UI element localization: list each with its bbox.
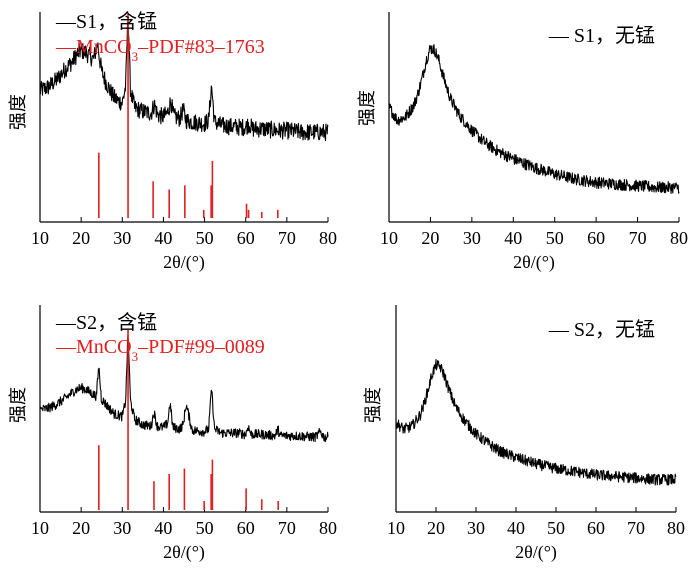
xrd-series-line [395, 358, 677, 486]
x-tick-label: 30 [463, 228, 481, 248]
x-tick-label: 10 [380, 228, 398, 248]
reference-pattern-sticks [98, 14, 279, 218]
chart-panel-bottom-right: 10 20 30 40 50 60 70 80 2θ/(°) 强度 — S2，无锰 [363, 305, 685, 563]
xrd-series-line [39, 20, 329, 142]
x-tick-label: 30 [113, 518, 131, 538]
x-axis-label: 2θ/(°) [515, 542, 557, 563]
x-tick-label: 70 [629, 228, 647, 248]
x-tick-label: 40 [507, 518, 525, 538]
y-axis-label: 强度 [8, 387, 28, 423]
x-tick-label: 80 [667, 518, 685, 538]
x-tick-label: 20 [427, 518, 445, 538]
x-tick-label: 50 [196, 518, 214, 538]
legend-entry: —S1，含锰 [55, 10, 157, 33]
x-tick-label: 20 [72, 518, 90, 538]
reference-pattern-sticks [98, 330, 280, 510]
legend-entry: —MnCO3–PDF#99–0089 [55, 336, 265, 364]
x-tick-label: 40 [154, 228, 172, 248]
x-tick-label: 20 [72, 228, 90, 248]
x-tick-label: 70 [278, 518, 296, 538]
x-tick-label: 70 [627, 518, 645, 538]
x-tick-label: 10 [31, 228, 49, 248]
x-tick-label: 60 [587, 518, 605, 538]
legend-entry: — S1，无锰 [548, 24, 655, 47]
x-tick-label: 80 [319, 228, 337, 248]
x-tick-label: 40 [504, 228, 522, 248]
y-axis-label: 强度 [8, 94, 28, 130]
x-tick-label: 70 [278, 228, 296, 248]
legend-entry: — S2，无锰 [548, 318, 655, 341]
x-tick-label: 60 [237, 518, 255, 538]
x-axis-label: 2θ/(°) [163, 252, 205, 273]
x-tick-label: 80 [319, 518, 337, 538]
x-axis-label: 2θ/(°) [163, 542, 205, 563]
legend-entry: —S2，含锰 [55, 311, 157, 334]
chart-panel-top-left: 10 20 30 40 50 60 70 80 2θ/(°) 强度 —S1，含锰 —MnCO3–PDF… [8, 10, 337, 273]
y-axis-label: 强度 [357, 90, 377, 126]
x-tick-label: 30 [113, 228, 131, 248]
x-axis-label: 2θ/(°) [513, 252, 555, 273]
legend-entry: —MnCO3–PDF#83–1763 [55, 36, 265, 64]
y-axis-label: 强度 [363, 387, 383, 423]
x-tick-label: 20 [421, 228, 439, 248]
x-tick-label: 10 [31, 518, 49, 538]
x-tick-label: 50 [547, 518, 565, 538]
x-tick-label: 60 [587, 228, 605, 248]
x-tick-label: 80 [670, 228, 688, 248]
x-tick-label: 10 [387, 518, 405, 538]
x-tick-label: 50 [196, 228, 214, 248]
chart-panel-top-right: 10 20 30 40 50 60 70 80 2θ/(°) 强度 — S1，无锰 [357, 12, 688, 273]
x-tick-label: 30 [467, 518, 485, 538]
x-tick-label: 40 [154, 518, 172, 538]
xrd-series-line [388, 44, 680, 194]
xrd-series-line [39, 334, 329, 443]
x-tick-label: 60 [237, 228, 255, 248]
chart-panel-bottom-left: 10 20 30 40 50 60 70 80 2θ/(°) 强度 —S2，含锰—MnCO3–PDF… [8, 305, 337, 563]
x-tick-label: 50 [546, 228, 564, 248]
